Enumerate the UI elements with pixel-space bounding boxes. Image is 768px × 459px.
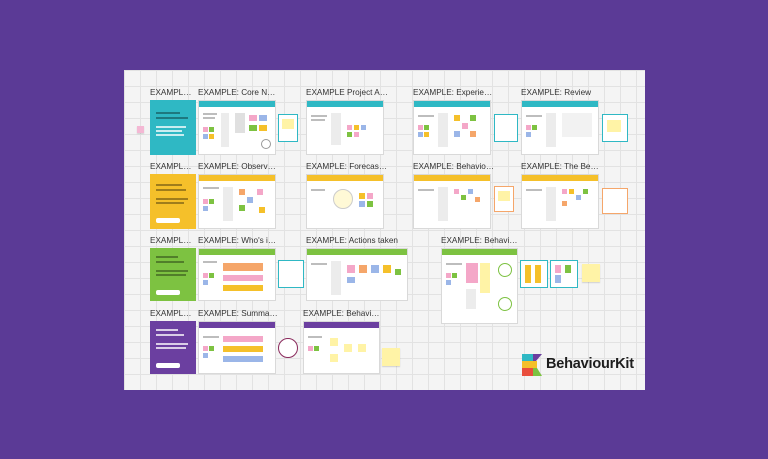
frame-title-project-aims[interactable]: EXAMPLE Project Aims	[306, 88, 388, 97]
frame-project-aims[interactable]	[306, 100, 384, 155]
sticky-note[interactable]	[582, 264, 600, 282]
frame-title-experience[interactable]: EXAMPLE: Experience	[413, 88, 495, 97]
frame-observation[interactable]	[198, 174, 276, 229]
frame-title-summarise[interactable]: EXAMPLE: Summaris...	[198, 309, 278, 318]
cover-card-row4[interactable]	[150, 321, 196, 374]
frame-title-whos-involved[interactable]: EXAMPLE: Who's inv...	[198, 236, 278, 245]
cover-title-row3[interactable]: EXAMPLE: P...	[150, 236, 196, 245]
frame-title-behaviour-1[interactable]: EXAMPLE: Behaviour...	[413, 162, 495, 171]
frame-core-needs[interactable]	[198, 100, 276, 155]
behaviourkit-logo: BehaviourKit	[522, 352, 642, 378]
side-frame[interactable]	[520, 260, 548, 288]
frame-review[interactable]	[521, 100, 599, 155]
frame-whos-involved[interactable]	[198, 248, 276, 301]
side-panel[interactable]	[494, 186, 514, 212]
frame-title-observation[interactable]: EXAMPLE: Observati...	[198, 162, 278, 171]
frame-behaviour-1[interactable]	[413, 174, 491, 229]
cover-title-row4[interactable]: EXAMPLE: P...	[150, 309, 196, 318]
cover-card-row1[interactable]	[150, 100, 196, 155]
frame-behaviour-3[interactable]	[303, 321, 380, 374]
summary-circle[interactable]	[278, 338, 298, 358]
side-panel[interactable]	[602, 114, 628, 142]
cover-card-row3[interactable]	[150, 248, 196, 301]
frame-actions-taken[interactable]	[306, 248, 408, 301]
frame-the-behaviour[interactable]	[521, 174, 599, 229]
frame-title-forecasting[interactable]: EXAMPLE: Forecasting	[306, 162, 388, 171]
frame-experience[interactable]	[413, 100, 491, 155]
frame-behaviour-2[interactable]	[441, 248, 518, 324]
frame-title-behaviour-3[interactable]: EXAMPLE: Behaviour...	[303, 309, 381, 318]
side-panel[interactable]	[494, 114, 518, 142]
cover-card-row2[interactable]	[150, 174, 196, 229]
frame-title-actions-taken[interactable]: EXAMPLE: Actions taken	[306, 236, 398, 245]
frame-title-behaviour-2[interactable]: EXAMPLE: Behaviour...	[441, 236, 519, 245]
frame-summarise[interactable]	[198, 321, 276, 374]
side-panel[interactable]	[278, 114, 298, 142]
sticky-note[interactable]	[137, 126, 144, 133]
sticky-note[interactable]	[382, 348, 400, 366]
behaviourkit-logo-icon	[522, 354, 542, 376]
frame-title-review[interactable]: EXAMPLE: Review	[521, 88, 592, 97]
frame-title-the-behaviour[interactable]: EXAMPLE: The Behav...	[521, 162, 603, 171]
frame-title-core-needs[interactable]: EXAMPLE: Core Needs	[198, 88, 278, 97]
frame-forecasting[interactable]	[306, 174, 384, 229]
side-panel[interactable]	[278, 260, 304, 288]
side-panel[interactable]	[602, 188, 628, 214]
cover-title-row1[interactable]: EXAMPLE: P...	[150, 88, 196, 97]
side-frame[interactable]	[550, 260, 578, 288]
cover-title-row2[interactable]: EXAMPLE: P...	[150, 162, 196, 171]
logo-text: BehaviourKit	[546, 356, 634, 372]
whiteboard-canvas[interactable]: EXAMPLE: P... EXAMPLE: Core Needs EXAMPL…	[124, 70, 645, 390]
